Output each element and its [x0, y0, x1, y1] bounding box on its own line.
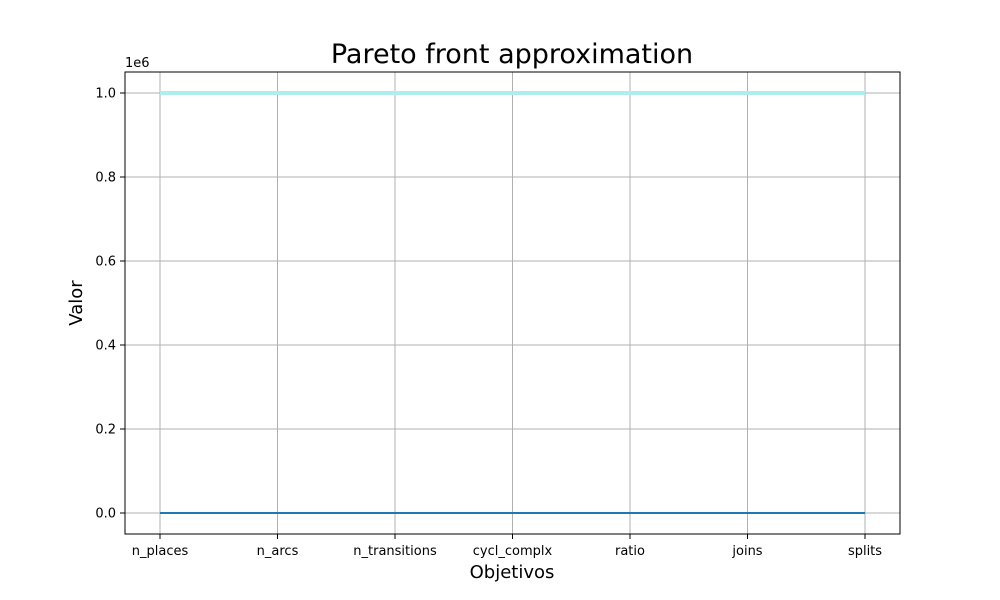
grid — [125, 72, 900, 534]
x-tick-label: cycl_complx — [473, 544, 553, 559]
x-axis: n_places n_arcs n_transitions cycl_complx ra… — [132, 534, 882, 559]
x-tick-label: n_transitions — [353, 544, 437, 559]
y-axis-label: Valor — [66, 280, 87, 326]
y-tick-label: 0.8 — [95, 171, 116, 186]
y-axis: 0.0 0.2 0.4 0.6 0.8 1.0 — [95, 87, 125, 522]
series-lines — [160, 91, 865, 514]
y-axis-offset-label: 1e6 — [125, 56, 150, 71]
x-tick-label: ratio — [615, 544, 645, 559]
x-tick-label: splits — [848, 544, 882, 559]
x-tick-label: n_places — [132, 544, 189, 559]
x-tick-label: n_arcs — [257, 544, 299, 559]
y-tick-label: 0.6 — [95, 255, 116, 270]
y-tick-label: 0.4 — [95, 339, 116, 354]
x-tick-label: joins — [731, 544, 762, 559]
y-tick-label: 0.2 — [95, 423, 116, 438]
y-tick-label: 1.0 — [95, 87, 116, 102]
x-axis-label: Objetivos — [470, 562, 555, 583]
y-tick-label: 0.0 — [95, 507, 116, 522]
chart-title: Pareto front approximation — [331, 39, 693, 70]
